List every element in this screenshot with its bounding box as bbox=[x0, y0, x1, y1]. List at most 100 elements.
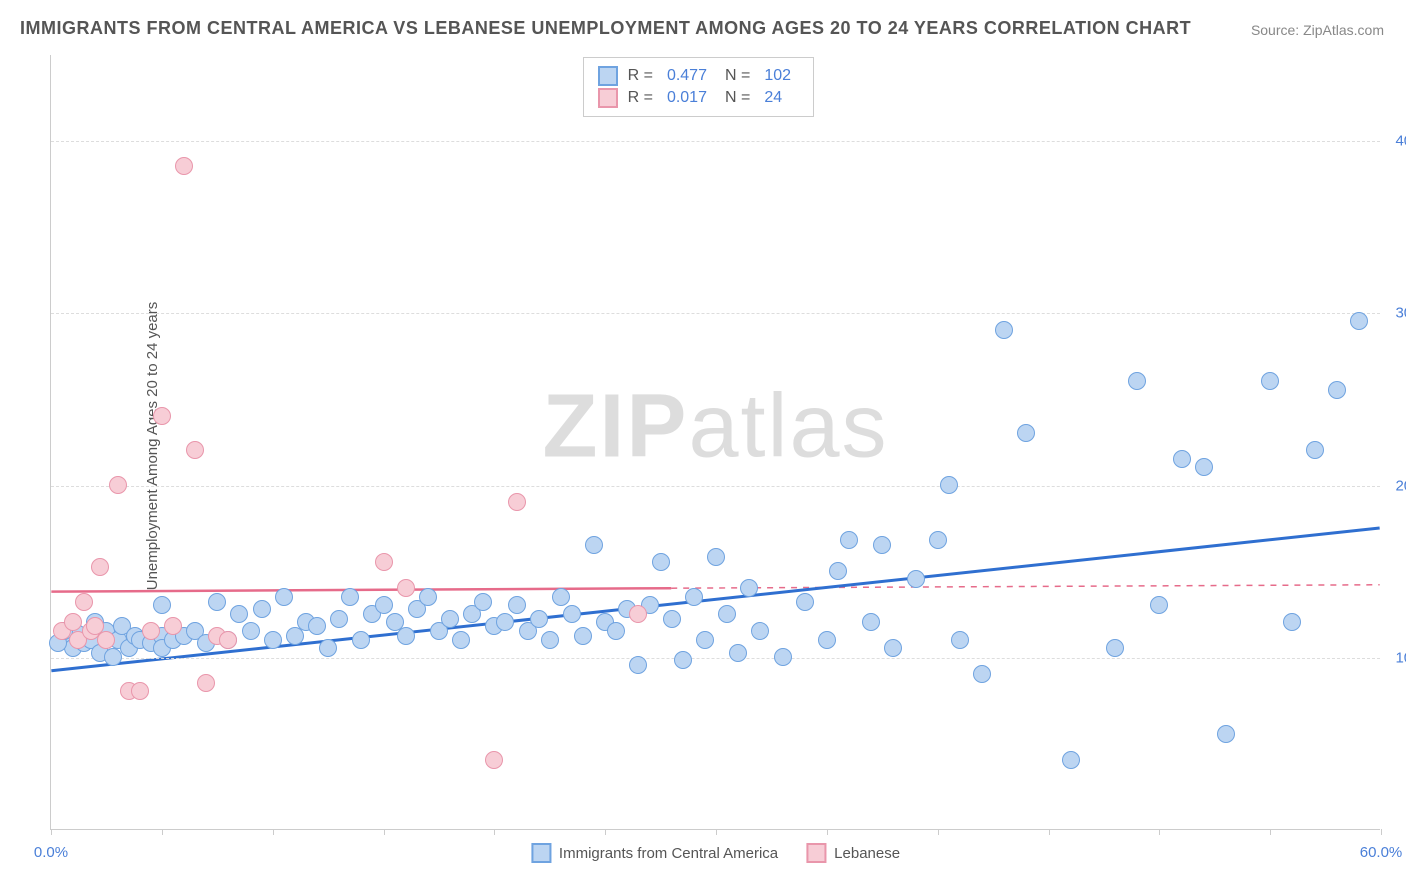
x-tick-label: 0.0% bbox=[34, 844, 68, 861]
grid-line bbox=[51, 658, 1380, 659]
data-point bbox=[308, 617, 326, 635]
data-point bbox=[419, 588, 437, 606]
data-point bbox=[1350, 312, 1368, 330]
data-point bbox=[91, 558, 109, 576]
data-point bbox=[873, 536, 891, 554]
x-tick-mark bbox=[1049, 829, 1050, 835]
data-point bbox=[153, 407, 171, 425]
data-point bbox=[707, 548, 725, 566]
data-point bbox=[674, 651, 692, 669]
data-point bbox=[109, 476, 127, 494]
legend-row-series1: R = 0.477 N = 102 bbox=[598, 66, 799, 86]
source-attribution: Source: ZipAtlas.com bbox=[1251, 22, 1384, 38]
data-point bbox=[652, 553, 670, 571]
data-point bbox=[319, 639, 337, 657]
data-point bbox=[508, 596, 526, 614]
legend-row-series2: R = 0.017 N = 24 bbox=[598, 88, 799, 108]
legend-item-series1: Immigrants from Central America bbox=[531, 843, 778, 863]
data-point bbox=[1128, 372, 1146, 390]
chart-title: IMMIGRANTS FROM CENTRAL AMERICA VS LEBAN… bbox=[20, 18, 1191, 39]
y-tick-label: 20.0% bbox=[1395, 477, 1406, 494]
data-point bbox=[352, 631, 370, 649]
data-point bbox=[840, 531, 858, 549]
data-point bbox=[142, 622, 160, 640]
data-point bbox=[1217, 725, 1235, 743]
data-point bbox=[884, 639, 902, 657]
data-point bbox=[264, 631, 282, 649]
data-point bbox=[452, 631, 470, 649]
data-point bbox=[829, 562, 847, 580]
n-value-series1: 102 bbox=[764, 67, 791, 85]
swatch-series2-icon bbox=[806, 843, 826, 863]
data-point bbox=[1195, 458, 1213, 476]
data-point bbox=[375, 596, 393, 614]
data-point bbox=[940, 476, 958, 494]
data-point bbox=[796, 593, 814, 611]
data-point bbox=[375, 553, 393, 571]
legend-stats-box: R = 0.477 N = 102 R = 0.017 N = 24 bbox=[583, 57, 814, 117]
y-tick-label: 40.0% bbox=[1395, 133, 1406, 150]
r-label: R = bbox=[628, 89, 653, 107]
data-point bbox=[685, 588, 703, 606]
data-point bbox=[862, 613, 880, 631]
data-point bbox=[242, 622, 260, 640]
data-point bbox=[563, 605, 581, 623]
data-point bbox=[995, 321, 1013, 339]
data-point bbox=[729, 644, 747, 662]
grid-line bbox=[51, 486, 1380, 487]
data-point bbox=[397, 627, 415, 645]
data-point bbox=[97, 631, 115, 649]
data-point bbox=[774, 648, 792, 666]
x-tick-mark bbox=[827, 829, 828, 835]
data-point bbox=[929, 531, 947, 549]
data-point bbox=[186, 441, 204, 459]
data-point bbox=[275, 588, 293, 606]
x-tick-mark bbox=[1381, 829, 1382, 835]
data-point bbox=[1328, 381, 1346, 399]
n-label: N = bbox=[725, 67, 750, 85]
data-point bbox=[75, 593, 93, 611]
swatch-series2 bbox=[598, 88, 618, 108]
data-point bbox=[629, 656, 647, 674]
x-tick-mark bbox=[273, 829, 274, 835]
data-point bbox=[230, 605, 248, 623]
bottom-legend: Immigrants from Central America Lebanese bbox=[531, 843, 900, 863]
grid-line bbox=[51, 141, 1380, 142]
x-tick-mark bbox=[938, 829, 939, 835]
data-point bbox=[64, 613, 82, 631]
legend-item-series2: Lebanese bbox=[806, 843, 900, 863]
data-point bbox=[1017, 424, 1035, 442]
data-point bbox=[751, 622, 769, 640]
data-point bbox=[1283, 613, 1301, 631]
data-point bbox=[530, 610, 548, 628]
data-point bbox=[740, 579, 758, 597]
x-tick-label: 60.0% bbox=[1360, 844, 1403, 861]
y-tick-label: 10.0% bbox=[1395, 649, 1406, 666]
x-tick-mark bbox=[605, 829, 606, 835]
data-point bbox=[585, 536, 603, 554]
data-point bbox=[474, 593, 492, 611]
r-value-series2: 0.017 bbox=[667, 89, 707, 107]
watermark: ZIPatlas bbox=[542, 375, 888, 478]
x-tick-mark bbox=[384, 829, 385, 835]
data-point bbox=[164, 617, 182, 635]
x-tick-mark bbox=[162, 829, 163, 835]
data-point bbox=[1150, 596, 1168, 614]
data-point bbox=[253, 600, 271, 618]
data-point bbox=[1306, 441, 1324, 459]
data-point bbox=[552, 588, 570, 606]
data-point bbox=[1261, 372, 1279, 390]
data-point bbox=[574, 627, 592, 645]
r-value-series1: 0.477 bbox=[667, 67, 707, 85]
data-point bbox=[1062, 751, 1080, 769]
x-tick-mark bbox=[494, 829, 495, 835]
data-point bbox=[818, 631, 836, 649]
data-point bbox=[153, 596, 171, 614]
data-point bbox=[907, 570, 925, 588]
data-point bbox=[197, 674, 215, 692]
n-value-series2: 24 bbox=[764, 89, 782, 107]
r-label: R = bbox=[628, 67, 653, 85]
data-point bbox=[208, 593, 226, 611]
data-point bbox=[951, 631, 969, 649]
data-point bbox=[219, 631, 237, 649]
